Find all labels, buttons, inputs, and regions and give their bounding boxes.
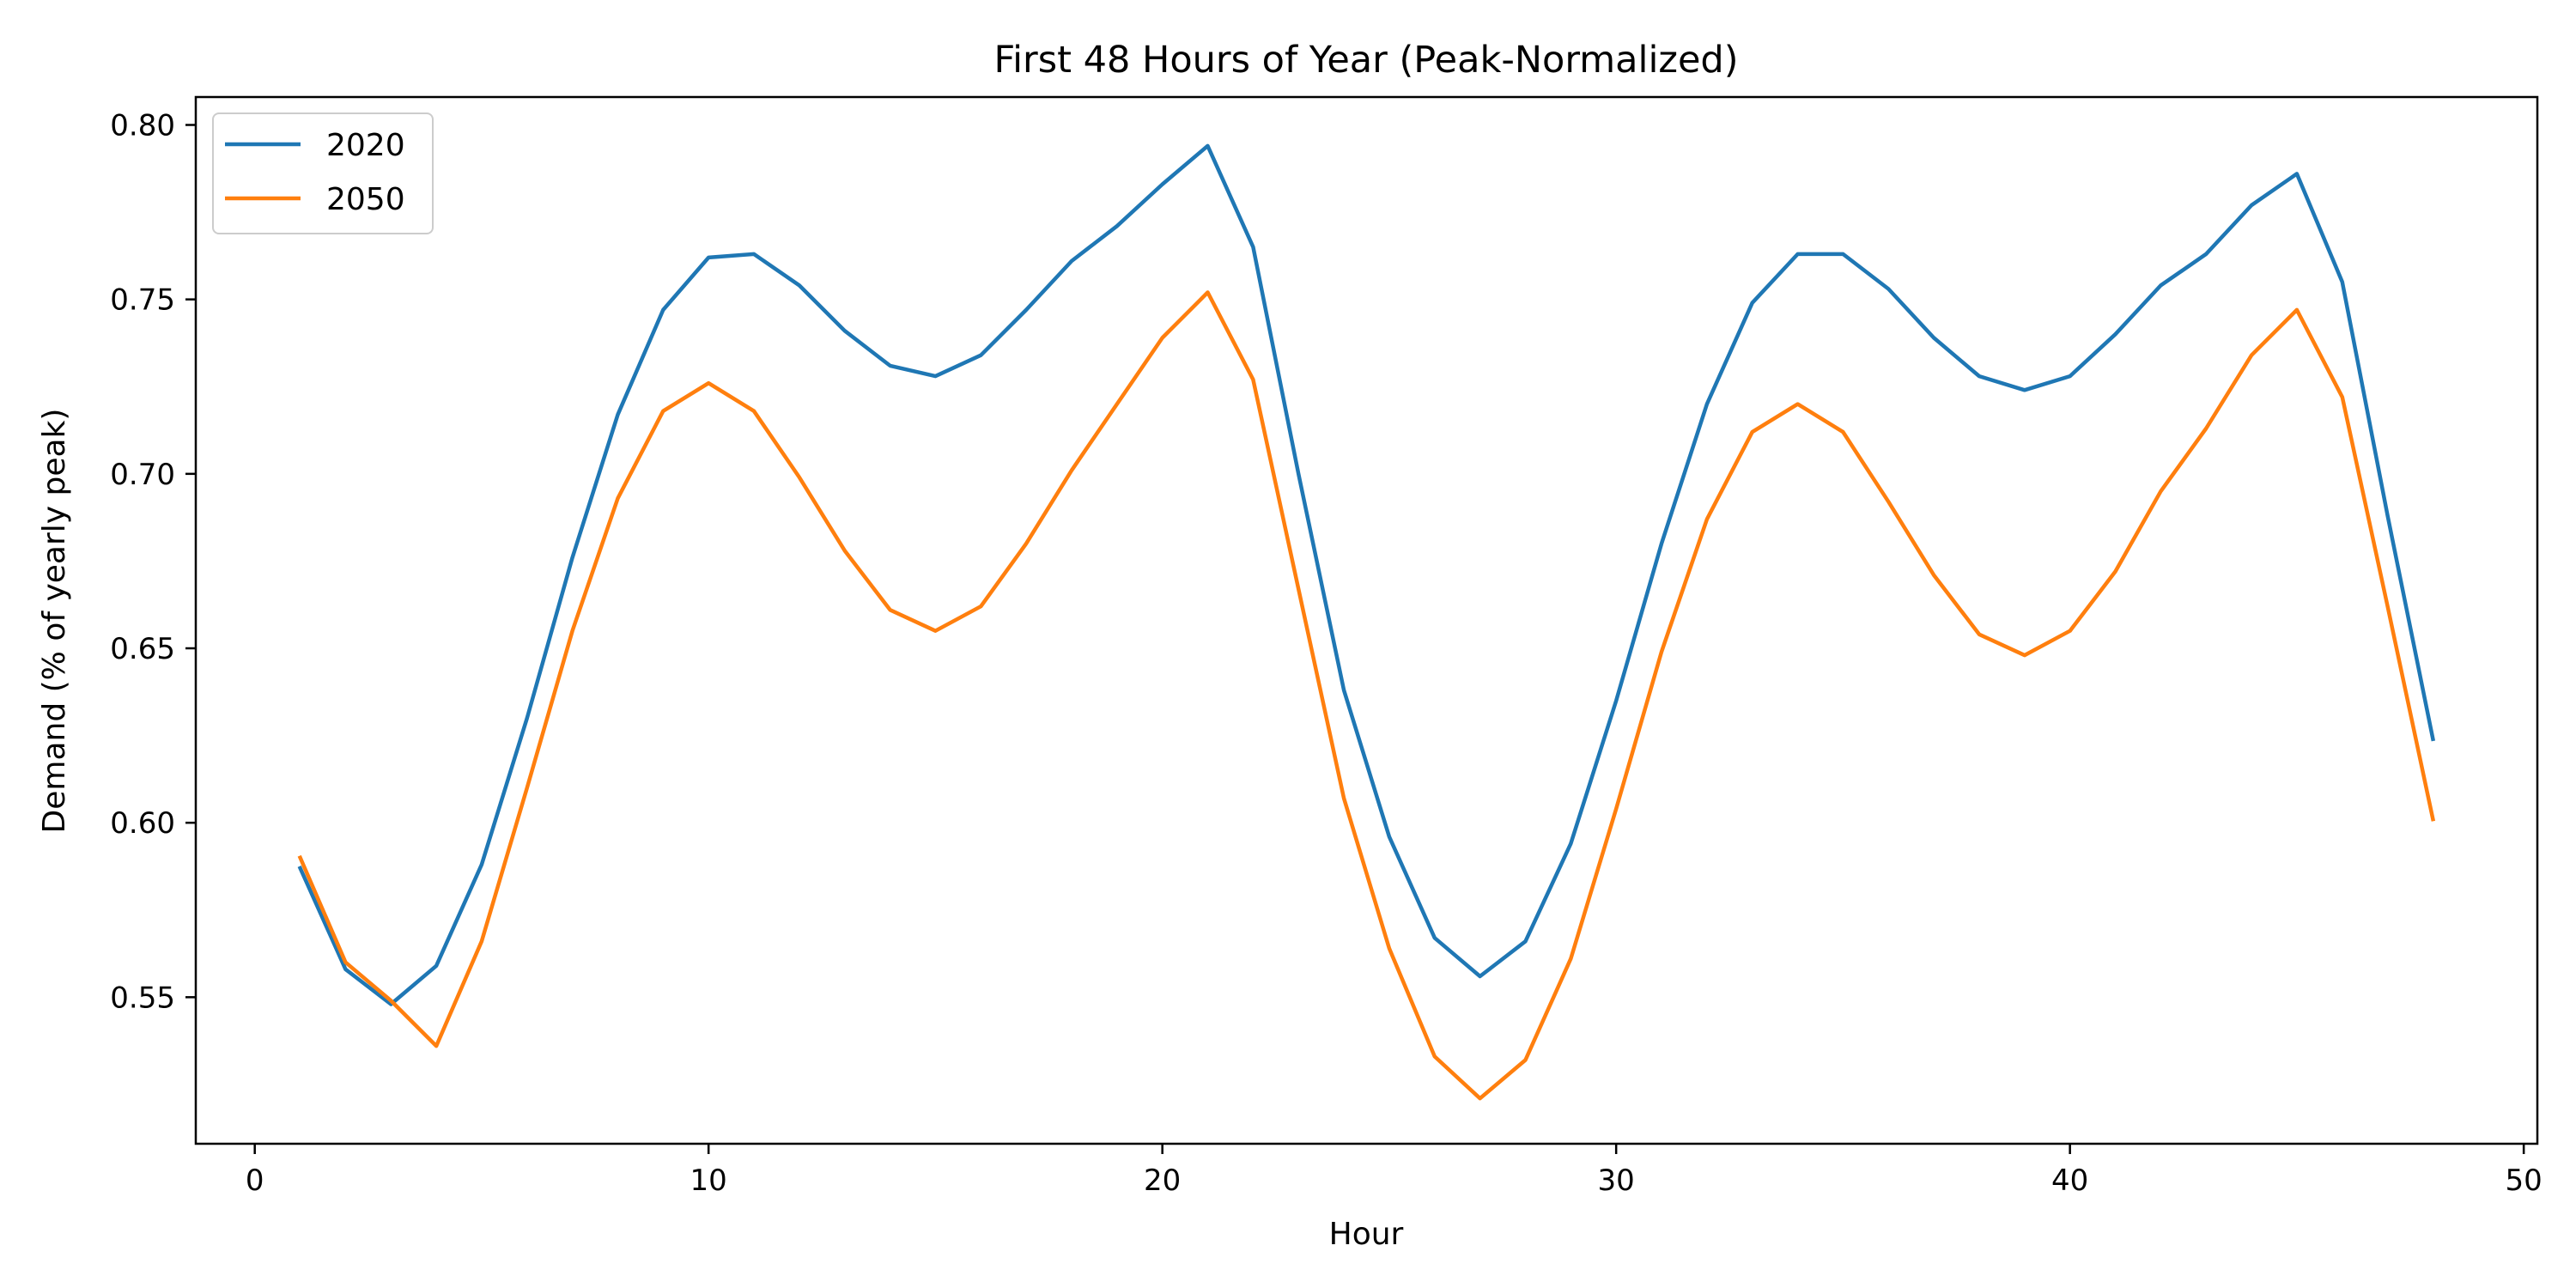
x-tick-label: 20 <box>1144 1163 1181 1198</box>
x-tick-label: 30 <box>1598 1163 1635 1198</box>
y-tick-label: 0.75 <box>110 283 175 318</box>
legend-label-2020: 2020 <box>326 128 405 163</box>
x-tick-label: 50 <box>2506 1163 2543 1198</box>
series-line-2020 <box>297 143 2436 1006</box>
plot-area <box>297 143 2436 1101</box>
x-tick-label: 0 <box>246 1163 264 1198</box>
axes-frame <box>194 95 2539 1145</box>
legend: 2020 2050 <box>212 112 434 234</box>
y-tick-label: 0.65 <box>110 632 175 666</box>
y-tick-label: 0.55 <box>110 981 175 1015</box>
axes: 0 10 20 30 40 50 0.55 0.60 0.65 0.70 0.75 0.80 <box>110 95 2543 1198</box>
y-axis-title: Demand (% of yearly peak) <box>37 409 72 834</box>
x-tick-label: 40 <box>2051 1163 2088 1198</box>
x-tick-label: 10 <box>690 1163 727 1198</box>
legend-label-2050: 2050 <box>326 182 405 217</box>
series-line-2050 <box>297 290 2436 1101</box>
y-tick-label: 0.60 <box>110 806 175 841</box>
chart-title: First 48 Hours of Year (Peak-Normalized) <box>993 39 1738 82</box>
y-tick-label: 0.70 <box>110 458 175 492</box>
y-tick-label: 0.80 <box>110 109 175 143</box>
x-axis-title: Hour <box>1329 1217 1404 1252</box>
